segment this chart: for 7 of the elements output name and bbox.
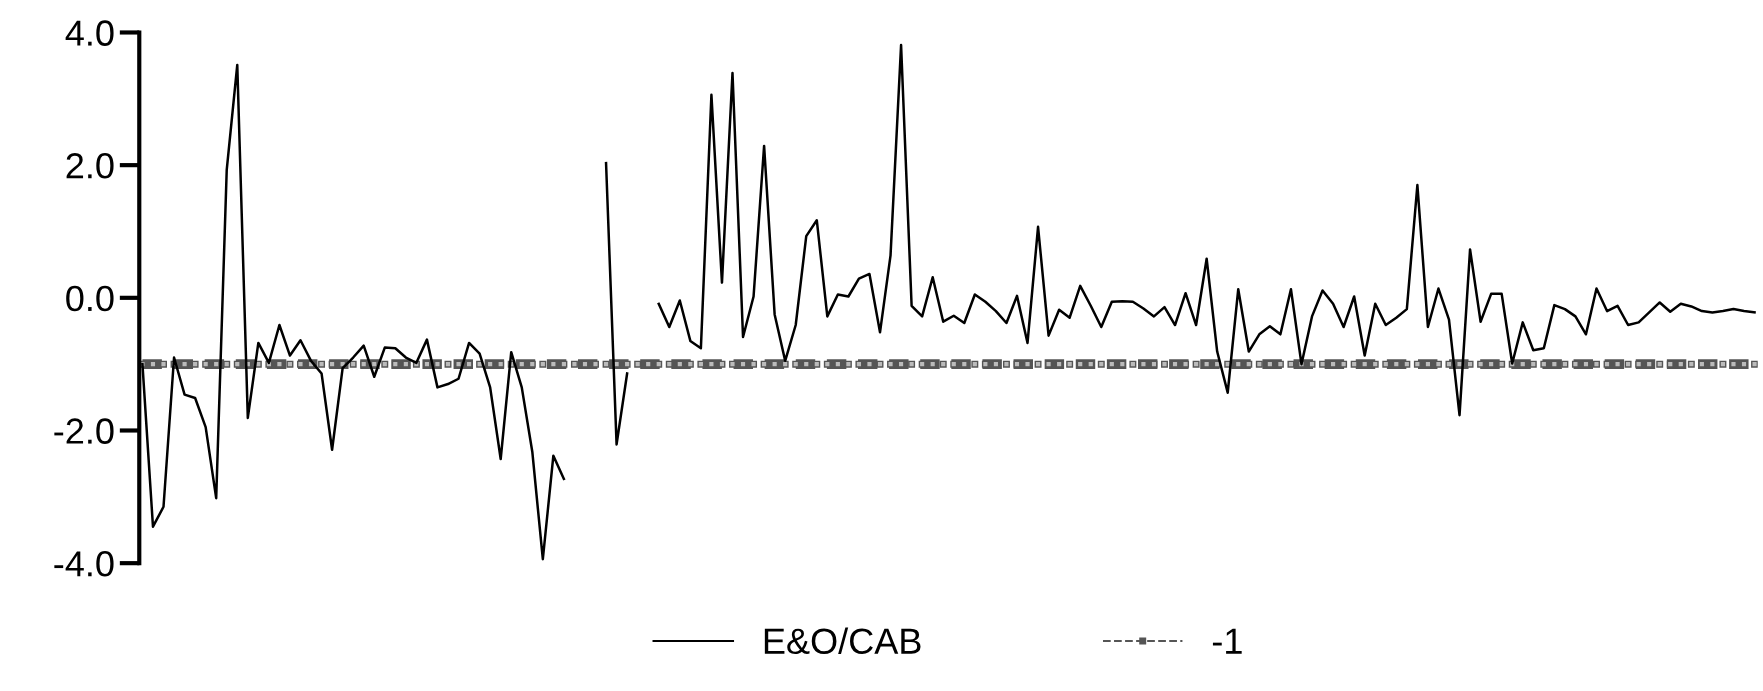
y-tick-label: 2.0 (66, 153, 114, 179)
legend-label: E&O/CAB (764, 627, 921, 655)
legend-label: -1 (1212, 628, 1242, 654)
y-tick-label: -4.0 (54, 551, 114, 577)
y-tick-label: 0.0 (66, 285, 114, 312)
y-tick-label: 4.0 (65, 20, 114, 46)
y-tick-label: -2.0 (54, 418, 114, 444)
